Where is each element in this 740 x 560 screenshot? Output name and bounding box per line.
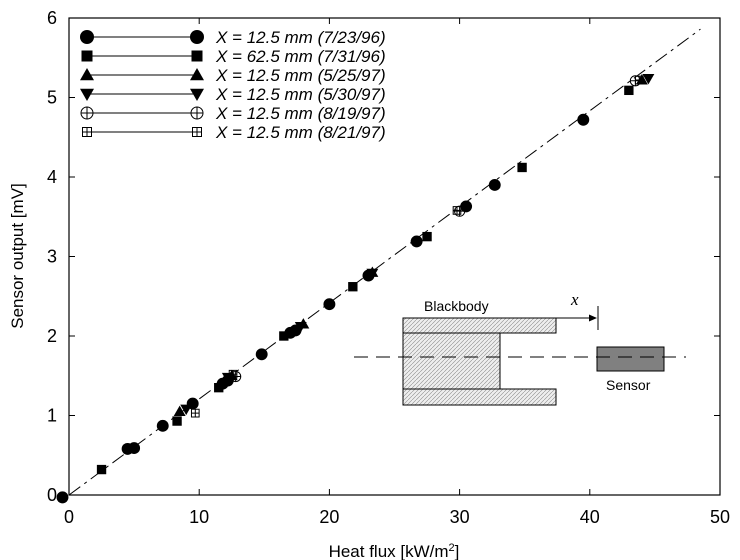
legend-entry: X = 62.5 mm (7/31/96) [81, 47, 386, 66]
x-tick-label: 10 [189, 507, 209, 527]
square-marker [422, 231, 432, 242]
y-tick-label: 4 [47, 167, 57, 187]
series-points [56, 113, 590, 504]
y-axis-title: Sensor output [mV] [8, 183, 27, 329]
circle-plus-marker [80, 106, 94, 120]
circle-marker [488, 179, 501, 191]
square-plus-marker [82, 127, 92, 137]
sensor-body [596, 346, 665, 372]
axes: 0 10 20 30 40 50 0 1 2 3 4 5 6 [47, 8, 730, 527]
x-tick-label: 40 [580, 507, 600, 527]
distance-arrowhead [589, 314, 597, 322]
square-plus-marker [634, 75, 644, 85]
circle-marker [460, 200, 473, 213]
triangle-down-marker [180, 404, 193, 416]
triangle-down-marker [190, 88, 204, 101]
legend-label: X = 62.5 mm (7/31/96) [215, 47, 386, 66]
circle-marker [56, 491, 69, 504]
circle-marker [128, 442, 141, 455]
x-tick-label: 20 [319, 507, 339, 527]
circle-marker [80, 30, 94, 44]
circle-marker [577, 113, 590, 126]
y-tick-label: 3 [47, 247, 57, 267]
legend: X = 12.5 mm (7/23/96)X = 62.5 mm (7/31/9… [80, 28, 386, 142]
triangle-up-marker [80, 68, 94, 81]
circle-plus-marker [230, 371, 242, 383]
data-points [56, 73, 655, 504]
blackbody-upper-wall [402, 317, 557, 334]
legend-label: X = 12.5 mm (7/23/96) [215, 28, 386, 47]
circle-marker [255, 348, 268, 361]
square-plus-marker [452, 206, 462, 215]
circle-plus-marker [190, 106, 204, 120]
square-marker [191, 50, 203, 62]
triangle-down-marker [294, 321, 307, 333]
circle-marker [190, 30, 204, 44]
x-axis-title-end: ] [455, 542, 460, 560]
legend-entry: X = 12.5 mm (8/19/97) [80, 104, 386, 123]
legend-label: X = 12.5 mm (5/30/97) [215, 85, 386, 104]
blackbody-back-wall [402, 332, 501, 390]
triangle-up-marker [190, 68, 204, 81]
legend-label: X = 12.5 mm (5/25/97) [215, 66, 386, 85]
circle-marker [156, 419, 169, 432]
square-plus-marker [190, 408, 200, 418]
fit-line [68, 28, 701, 496]
legend-label: X = 12.5 mm (8/21/97) [215, 123, 386, 142]
x-axis-title-sup: 2 [449, 542, 455, 554]
x-axis-title: Heat flux [kW/m2] [329, 542, 460, 560]
square-marker [172, 416, 182, 426]
sensor-label: Sensor [606, 377, 651, 393]
triangle-down-marker [366, 268, 379, 280]
blackbody-label: Blackbody [424, 298, 489, 314]
x-axis-title-main: Heat flux [kW/m [329, 542, 449, 560]
square-plus-marker [228, 369, 238, 379]
legend-entry: X = 12.5 mm (8/21/97) [82, 123, 386, 142]
circle-marker [410, 235, 423, 248]
x-tick-label: 50 [710, 507, 730, 527]
square-marker [81, 50, 93, 62]
square-marker [517, 162, 527, 173]
legend-entry: X = 12.5 mm (5/30/97) [80, 85, 386, 104]
y-tick-label: 1 [47, 406, 57, 426]
blackbody-lower-wall [402, 388, 557, 406]
x-tick-label: 0 [64, 507, 74, 527]
series-points [190, 75, 644, 418]
x-tick-label: 30 [450, 507, 470, 527]
y-tick-label: 6 [47, 8, 57, 28]
legend-entry: X = 12.5 mm (7/23/96) [80, 28, 386, 47]
square-plus-marker [192, 127, 202, 137]
y-tick-label: 2 [47, 326, 57, 346]
y-tick-label: 5 [47, 88, 57, 108]
triangle-down-marker [80, 88, 94, 101]
y-tick-label: 0 [47, 485, 57, 505]
square-marker [348, 282, 358, 292]
legend-label: X = 12.5 mm (8/19/97) [215, 104, 386, 123]
square-marker [624, 85, 634, 96]
circle-marker [323, 298, 336, 311]
triangle-up-marker [173, 405, 186, 416]
setup-inset: Blackbody x Sensor [354, 290, 686, 406]
legend-entry: X = 12.5 mm (5/25/97) [80, 66, 386, 85]
circle-plus-marker [453, 205, 466, 217]
series-points [96, 85, 634, 475]
triangle-down-marker [642, 73, 655, 85]
square-marker [214, 383, 224, 393]
square-marker [96, 464, 107, 475]
distance-label: x [570, 290, 579, 309]
square-marker [279, 331, 289, 341]
